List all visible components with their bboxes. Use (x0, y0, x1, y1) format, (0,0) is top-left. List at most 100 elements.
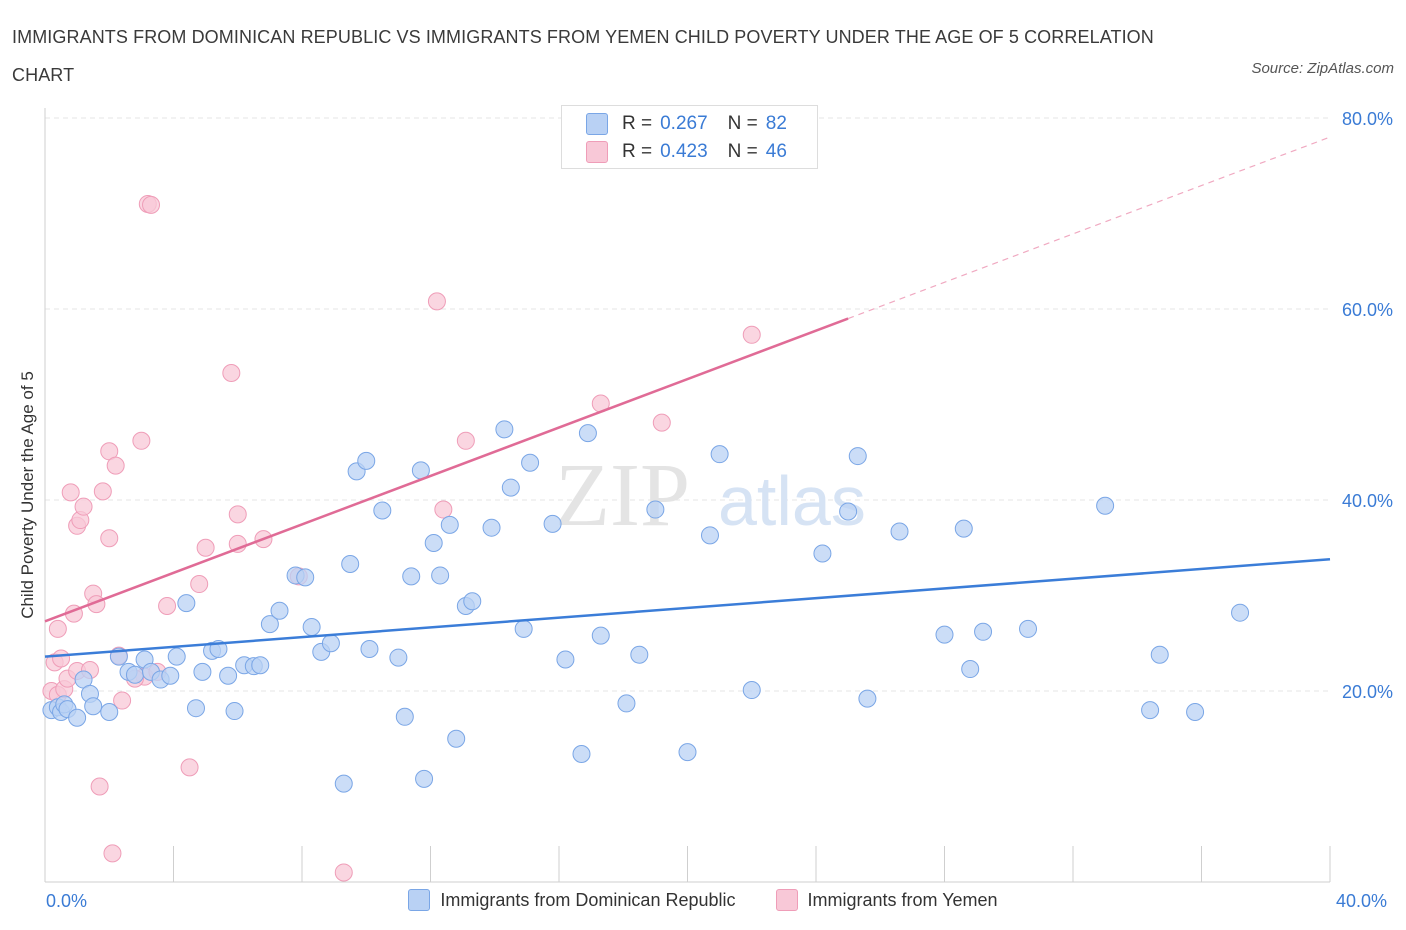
x-tick-max: 40.0% (1336, 891, 1388, 911)
dominican-point (395, 707, 414, 726)
trend-lines (44, 136, 1331, 658)
r-label: R = (622, 141, 653, 162)
dominican-point (440, 515, 459, 534)
y-tick-label: 40.0% (1342, 491, 1393, 511)
dominican-point (431, 566, 450, 585)
legend-item-yemen[interactable]: Immigrants from Yemen (775, 889, 998, 911)
n-value: 82 (765, 113, 787, 134)
dominican-point (482, 518, 501, 537)
dominican-point (68, 708, 87, 727)
yemen-point (113, 691, 132, 710)
yemen-point (427, 292, 446, 311)
dominican-point (373, 501, 392, 520)
dominican-point (678, 743, 697, 762)
dominican-point (334, 774, 353, 793)
yemen-trend-line (44, 317, 849, 623)
yemen-point (652, 413, 671, 432)
legend-label: Immigrants from Yemen (807, 889, 998, 910)
dominican-point (1186, 703, 1205, 722)
yemen-point (74, 497, 93, 516)
dominican-point (1150, 645, 1169, 664)
dominican-point (186, 699, 205, 718)
dominican-point (424, 533, 443, 552)
r-value: 0.423 (660, 141, 708, 162)
blue-swatch (586, 113, 608, 135)
stats-row-dominican: R = 0.267 N = 82 (586, 111, 791, 137)
yemen-point (90, 777, 109, 796)
dominican-point (954, 519, 973, 538)
dominican-point (935, 625, 954, 644)
stats-legend: R = 0.267 N = 82 R = 0.423 N = 46 (561, 105, 818, 169)
yemen-point (228, 505, 247, 524)
yemen-point (48, 619, 67, 638)
blue-swatch (408, 889, 431, 911)
yemen-point (61, 483, 80, 502)
y-tick-label: 20.0% (1342, 682, 1393, 702)
yemen-trend-extension (847, 136, 1331, 320)
dominican-point (161, 666, 180, 685)
dominican-point (890, 522, 909, 541)
yemen-point (334, 863, 353, 882)
dominican-point (341, 554, 360, 573)
axes (44, 108, 1331, 883)
dominican-point (1019, 619, 1038, 638)
dominican-point (617, 694, 636, 713)
dominican-point (100, 703, 119, 722)
r-label: R = (622, 113, 653, 134)
n-label: N = (727, 113, 758, 134)
dominican-point (415, 769, 434, 788)
dominican-point (630, 645, 649, 664)
dominican-trend-line (44, 557, 1331, 658)
yemen-point (103, 844, 122, 863)
dominican-point (578, 424, 597, 443)
yemen-point (100, 529, 119, 548)
dominican-point (495, 420, 514, 439)
yemen-point (222, 363, 241, 382)
yemen-point (190, 575, 209, 594)
yemen-point (142, 195, 161, 214)
n-value: 46 (765, 141, 787, 162)
dominican-point (813, 544, 832, 563)
y-tick-label: 60.0% (1342, 300, 1393, 320)
dominican-point (572, 745, 591, 764)
x-tick-min: 0.0% (46, 891, 88, 911)
n-label: N = (727, 141, 758, 162)
y-tick-labels: 20.0% 40.0% 60.0% 80.0% (1342, 109, 1393, 702)
legend-item-dominican[interactable]: Immigrants from Dominican Republic (408, 889, 736, 911)
yemen-point (132, 431, 151, 450)
dominican-point (974, 622, 993, 641)
chart-title: IMMIGRANTS FROM DOMINICAN REPUBLIC VS IM… (12, 27, 1154, 85)
watermark-atlas: atlas (718, 462, 866, 540)
dominican-point (447, 729, 466, 748)
source-label: Source: ZipAtlas.com (1251, 60, 1394, 77)
pink-swatch (775, 889, 798, 911)
r-value: 0.267 (660, 113, 708, 134)
dominican-point (321, 634, 340, 653)
yemen-point (180, 758, 199, 777)
dominican-point (357, 451, 376, 470)
dominican-point (591, 626, 610, 645)
dominican-point (360, 639, 379, 658)
y-axis-label: Child Poverty Under the Age of 5 (18, 371, 37, 619)
legend-label: Immigrants from Dominican Republic (440, 889, 736, 910)
dominican-point (514, 619, 533, 638)
dominican-point (177, 594, 196, 613)
dominican-point (521, 453, 540, 472)
dominican-point (125, 665, 144, 684)
dominican-point (270, 601, 289, 620)
dominican-point (646, 500, 665, 519)
y-tick-label: 80.0% (1342, 109, 1393, 129)
dominican-point (167, 647, 186, 666)
dominican-point (225, 702, 244, 721)
stats-row-yemen: R = 0.423 N = 46 (586, 139, 791, 165)
dominican-point (710, 445, 729, 464)
dominican-point (1141, 701, 1160, 720)
dominican-point (501, 478, 520, 497)
yemen-point (196, 538, 215, 557)
dominican-point (219, 666, 238, 685)
watermark-zip: ZIP (555, 446, 690, 545)
dominican-point (389, 648, 408, 667)
dominican-point (84, 697, 103, 716)
dominican-point (193, 662, 212, 681)
dominican-point (742, 681, 761, 700)
